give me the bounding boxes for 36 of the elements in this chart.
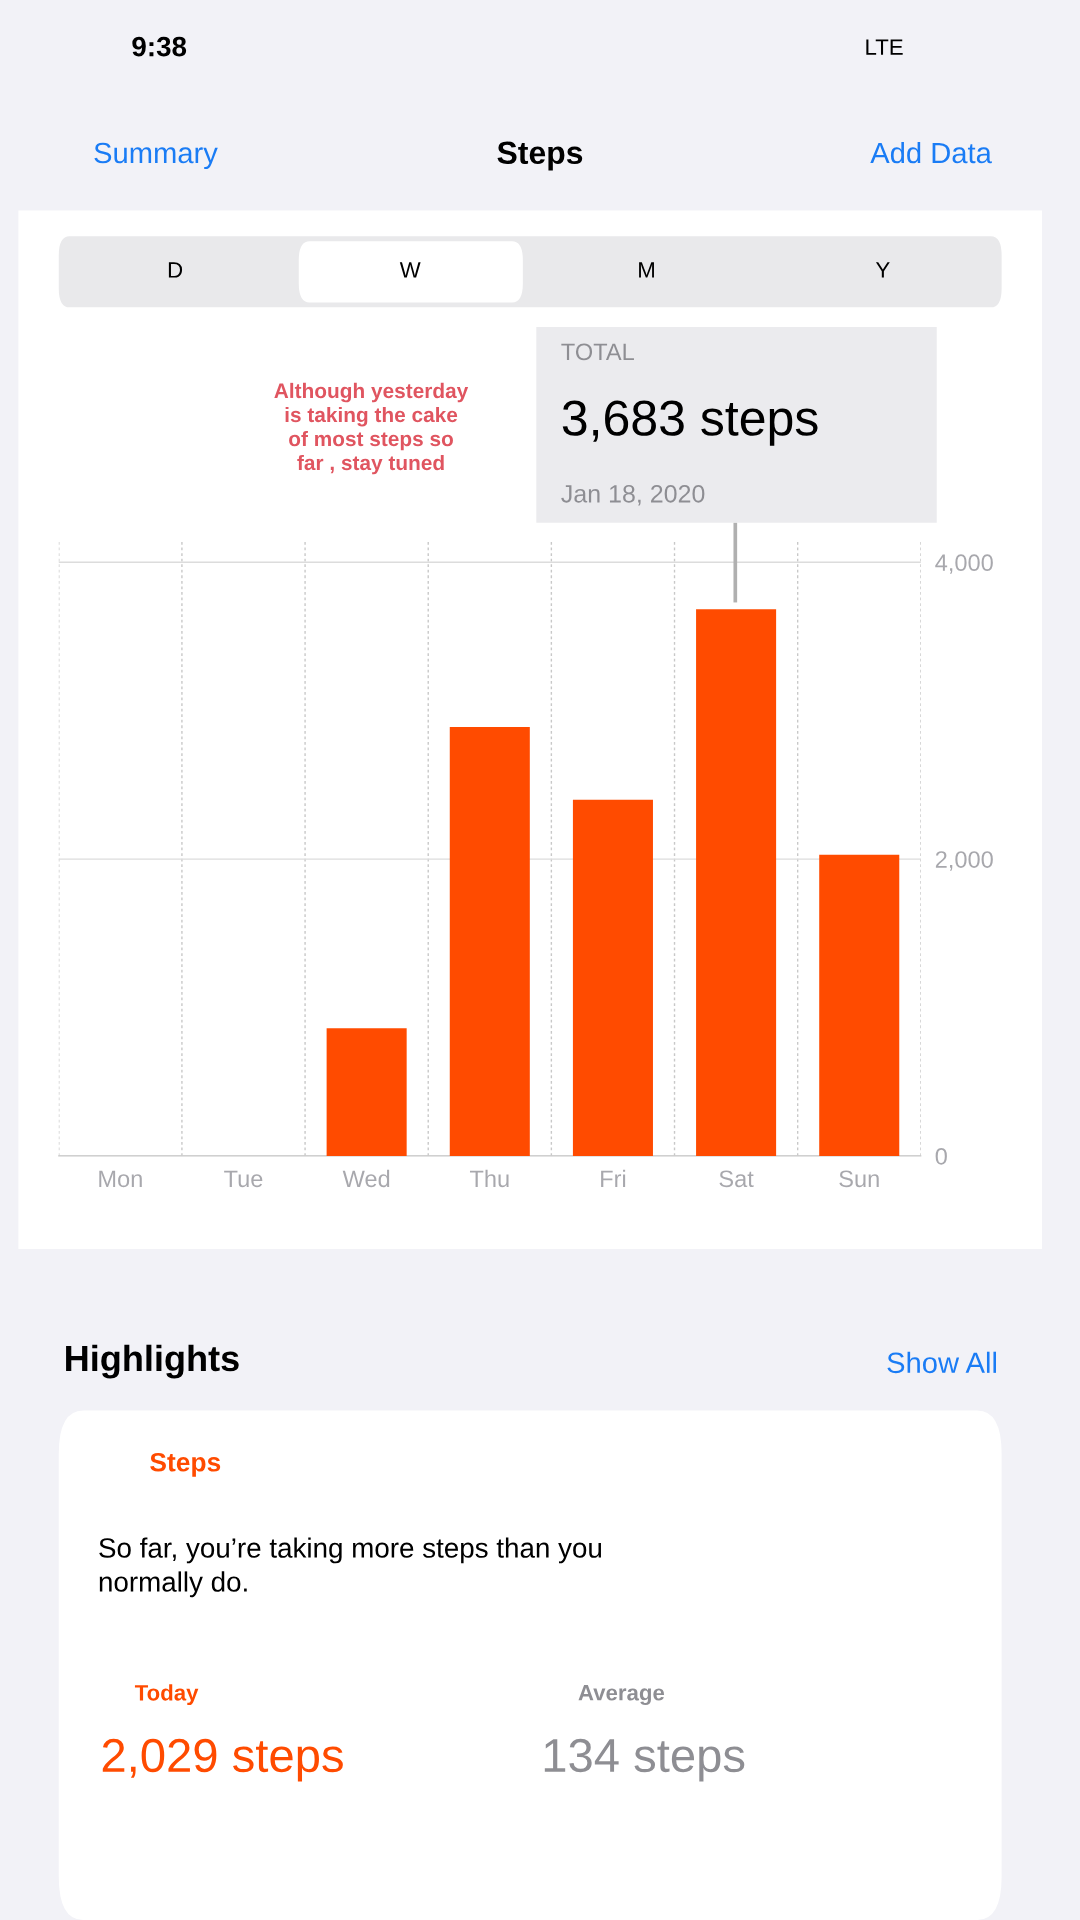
text: Add Data: [870, 141, 992, 164]
text: Today: [134, 1684, 199, 1706]
x-tick-label: Tue: [224, 1170, 263, 1188]
text: Jan 18, 2020: [561, 484, 705, 506]
chart-title: Steps: [497, 141, 583, 171]
x-tick-label: Mon: [99, 1170, 142, 1188]
y-tick-label: 0: [935, 1147, 947, 1165]
text: 134 steps: [544, 1738, 745, 1782]
bar: [449, 727, 530, 1156]
bar: [572, 799, 653, 1156]
text: Steps: [150, 1452, 221, 1477]
text: Summary: [94, 142, 218, 170]
y-tick-label: 2,000: [935, 851, 993, 871]
text: 2,029 steps: [102, 1738, 343, 1782]
text: LTE: [866, 39, 903, 55]
text: So far, you’re taking more steps than you normally do.: [99, 1537, 602, 1598]
y-tick-label: 4,000: [935, 554, 993, 574]
x-tick-label: Fri: [601, 1169, 626, 1187]
text: Although yesterday is taking the cake of most steps so far , stay tuned: [274, 382, 469, 475]
text: TOTAL: [561, 343, 634, 361]
x-tick-label: Wed: [342, 1169, 390, 1188]
text: Average: [578, 1685, 665, 1706]
bar: [696, 609, 777, 1156]
text: 3,683 steps: [562, 400, 818, 446]
x-tick-label: Sun: [839, 1170, 879, 1188]
text: 9:38: [132, 36, 187, 57]
text: Y: [875, 262, 890, 278]
x-tick-label: Thu: [469, 1169, 509, 1188]
x-tick-label: Sat: [719, 1170, 754, 1188]
bar: [819, 854, 900, 1156]
text: W: [399, 262, 421, 278]
bar: [326, 1028, 407, 1156]
text: Show All: [887, 1351, 997, 1374]
text: Highlights: [66, 1344, 239, 1379]
text: M: [639, 262, 654, 278]
text: D: [168, 262, 183, 278]
